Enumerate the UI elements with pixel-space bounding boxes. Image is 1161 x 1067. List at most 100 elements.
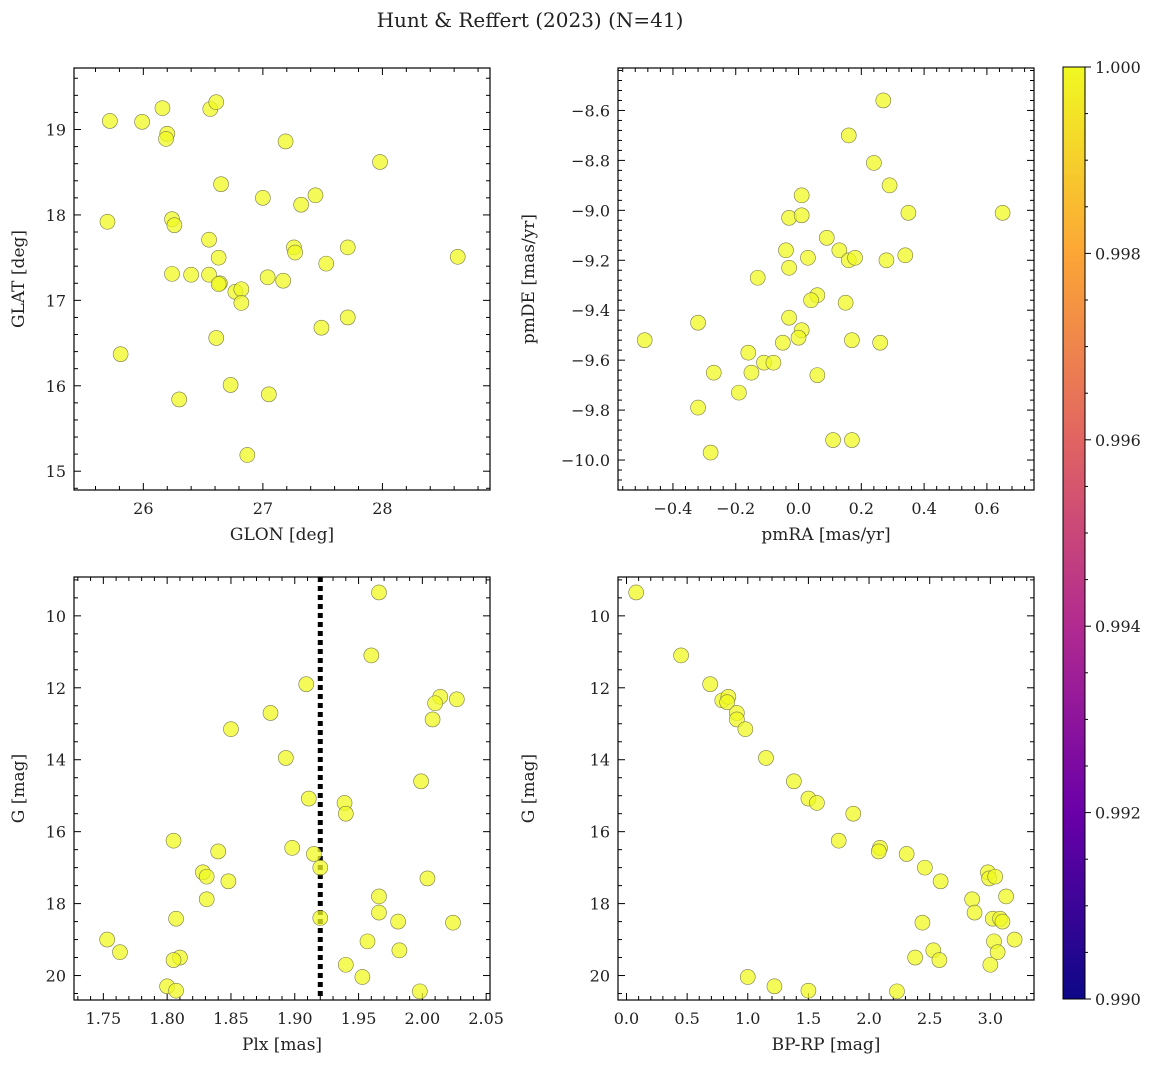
data-point <box>989 944 1006 960</box>
data-point <box>154 100 171 116</box>
data-point <box>917 859 933 876</box>
y-tick-label: −9.8 <box>571 401 610 420</box>
data-point <box>987 868 1003 885</box>
x-tick-label: 2.5 <box>917 1009 942 1028</box>
data-point <box>318 255 335 272</box>
y-tick-label: 20 <box>590 967 610 986</box>
data-point <box>790 329 807 346</box>
panel-plx-g: 1.75 1.80 1.85 1.90 1.95 2.00 2.05 10 12 14 16 18 20… <box>9 576 504 1055</box>
data-point <box>201 231 217 248</box>
data-point <box>872 334 888 351</box>
x-tick-label: 0.5 <box>674 1009 699 1028</box>
x-tick-label: 2.0 <box>856 1009 881 1028</box>
data-point <box>134 114 150 130</box>
x-axis-label: Plx [mas] <box>242 1035 322 1055</box>
y-tick-label: 18 <box>46 206 66 225</box>
y-tick-label: 14 <box>590 751 610 770</box>
data-point <box>749 269 766 286</box>
data-point <box>300 790 317 807</box>
plot-frame <box>617 67 1035 491</box>
data-point <box>419 870 436 887</box>
data-point <box>284 840 301 856</box>
data-point <box>198 868 215 885</box>
colorbar-bar <box>1062 66 1086 1000</box>
y-tick-label: 12 <box>46 679 66 698</box>
data-point <box>208 94 225 110</box>
data-point <box>1006 931 1023 948</box>
data-point <box>112 944 128 960</box>
data-point <box>262 705 279 721</box>
data-point <box>201 266 217 283</box>
data-point <box>312 859 329 876</box>
plot-frame <box>617 576 1035 1001</box>
x-tick-label: 0.0 <box>786 499 811 518</box>
data-point <box>165 832 182 849</box>
x-tick-label: 26 <box>133 499 153 518</box>
y-axis-label: pmDE [mas/yr] <box>519 214 539 344</box>
x-tick-label: 1.95 <box>341 1009 377 1028</box>
data-point <box>338 956 354 973</box>
data-point <box>278 750 294 766</box>
y-axis-label: G [mag] <box>9 754 29 823</box>
data-point <box>427 695 443 712</box>
data-point <box>743 364 760 381</box>
data-point <box>766 978 783 995</box>
x-tick-label: 1.80 <box>149 1009 185 1028</box>
data-point <box>239 447 256 463</box>
data-point <box>183 266 199 283</box>
data-point <box>166 217 183 233</box>
x-tick-label: 1.75 <box>86 1009 122 1028</box>
data-point <box>298 676 315 692</box>
x-tick-label: 1.0 <box>735 1009 760 1028</box>
y-tick-label: −8.6 <box>571 101 610 120</box>
y-tick-label: −9.4 <box>571 301 610 320</box>
data-point <box>313 319 330 336</box>
data-point <box>831 242 848 259</box>
data-point <box>898 846 915 862</box>
data-point <box>837 294 854 311</box>
data-point <box>165 952 182 968</box>
data-point <box>371 904 387 921</box>
data-point <box>690 314 706 331</box>
data-point <box>99 213 116 230</box>
data-point <box>793 207 810 224</box>
y-tick-label: 19 <box>46 121 66 140</box>
data-point <box>719 694 735 710</box>
data-point <box>765 354 782 371</box>
colorbar-tick-label: 0.990 <box>1095 990 1141 1009</box>
colorbar-tick-label: 0.992 <box>1095 804 1141 823</box>
data-point <box>307 187 324 204</box>
x-axis-label: BP-RP [mag] <box>772 1035 881 1055</box>
data-point <box>998 888 1014 905</box>
y-tick-label: −10.0 <box>561 451 610 470</box>
y-tick-label: 14 <box>46 751 66 770</box>
data-point <box>845 805 862 822</box>
data-point <box>878 252 895 269</box>
data-point <box>818 229 835 246</box>
data-point <box>758 750 774 766</box>
data-point <box>339 239 356 256</box>
x-tick-label: 0.6 <box>974 499 999 518</box>
data-point <box>866 155 882 171</box>
data-point <box>208 330 225 346</box>
y-axis-label: G [mag] <box>519 754 539 823</box>
colorbar-tick-label: 0.996 <box>1095 431 1141 450</box>
y-tick-label: 18 <box>590 895 610 914</box>
data-point <box>412 983 428 1000</box>
y-tick-label: 16 <box>590 823 610 842</box>
data-point <box>223 721 239 737</box>
data-point <box>391 942 408 959</box>
data-point <box>233 295 250 311</box>
data-point <box>210 249 227 266</box>
data-point <box>800 982 817 999</box>
data-point <box>275 272 291 289</box>
data-point <box>907 949 923 966</box>
data-point <box>277 133 294 150</box>
data-point <box>793 187 810 204</box>
data-point <box>259 269 276 286</box>
data-point <box>800 249 816 266</box>
data-point <box>293 196 309 213</box>
data-point <box>287 244 303 261</box>
x-tick-label: 0.0 <box>614 1009 639 1028</box>
